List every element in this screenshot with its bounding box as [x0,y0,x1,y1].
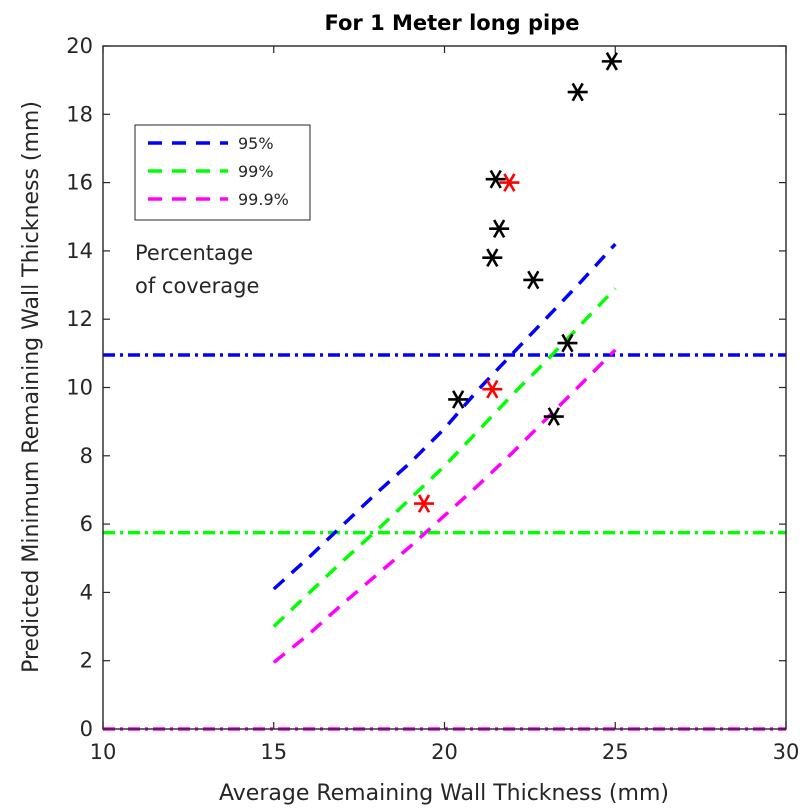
legend: 95% 99% 99.9% [134,124,311,221]
scatter-point-1-2 [567,82,588,102]
coverage-annotation-line-1: Percentage [135,241,253,265]
chart-title: For 1 Meter long pipe [324,11,579,35]
scatter-point-1-1 [601,52,622,71]
y-tick-label-16: 16 [66,171,93,195]
x-axis-label: Average Remaining Wall Thickness (mm) [219,781,669,806]
series-line-2 [272,287,617,628]
coverage-annotation-line-2: of coverage [135,274,259,298]
scatter-point-2-1 [499,173,520,192]
scatter-point-2-2 [482,379,503,399]
scatter-point-2-3 [414,494,435,513]
legend-label-3: 99.9% [238,190,289,209]
scatter-point-1-5 [482,248,503,268]
y-tick-label-6: 6 [80,512,93,536]
axis-ticks: 10 15 20 25 30 0 2 4 6 8 10 12 14 16 18 20 [66,34,799,764]
x-tick-label-15: 15 [260,740,287,764]
y-tick-label-20: 20 [66,34,93,58]
y-tick-label-0: 0 [80,717,93,741]
series-line-1 [272,242,617,591]
x-tick-label-25: 25 [602,740,629,764]
scatter-point-1-9 [543,407,564,426]
y-tick-label-8: 8 [80,444,93,468]
scatter-point-1-4 [489,219,510,239]
series-line-3 [272,348,617,664]
x-tick-label-10: 10 [90,740,117,764]
y-axis-label: Predicted Minimum Remaining Wall Thickne… [19,101,44,673]
y-tick-label-2: 2 [80,649,93,673]
scatter-point-1-6 [523,270,544,290]
legend-label-1: 95% [238,134,274,153]
x-tick-label-30: 30 [773,740,800,764]
y-tick-label-14: 14 [66,239,93,263]
x-tick-label-20: 20 [431,740,458,764]
y-tick-label-4: 4 [80,580,93,604]
y-tick-label-18: 18 [66,102,93,126]
y-tick-label-10: 10 [66,376,93,400]
y-tick-label-12: 12 [66,307,93,331]
legend-label-2: 99% [238,162,274,181]
scatter-point-1-8 [448,390,469,409]
scatter-point-1-3 [485,169,506,189]
scatter-point-1-7 [557,333,578,353]
